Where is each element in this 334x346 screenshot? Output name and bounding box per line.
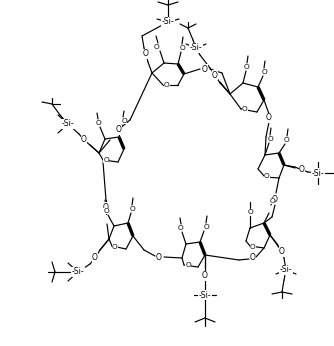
Text: O: O xyxy=(92,254,98,263)
Text: -Si-: -Si- xyxy=(62,119,74,128)
Text: O: O xyxy=(299,165,305,174)
Text: O: O xyxy=(267,136,273,142)
Text: O: O xyxy=(112,244,118,250)
Text: O: O xyxy=(212,71,218,80)
Text: O: O xyxy=(156,253,162,262)
Text: O: O xyxy=(116,126,122,135)
Text: -Si-: -Si- xyxy=(162,18,174,27)
Text: O: O xyxy=(261,69,267,75)
Text: O: O xyxy=(103,208,109,214)
Text: O: O xyxy=(202,272,208,281)
Text: O: O xyxy=(185,262,191,268)
Text: O: O xyxy=(250,254,256,263)
Text: -Si-: -Si- xyxy=(199,291,211,300)
Text: O: O xyxy=(121,118,127,124)
Text: O: O xyxy=(96,120,102,126)
Text: O: O xyxy=(264,173,270,179)
Text: O: O xyxy=(178,225,184,231)
Text: O: O xyxy=(242,106,248,112)
Text: O: O xyxy=(269,198,275,204)
Text: O: O xyxy=(244,64,250,70)
Text: O: O xyxy=(179,45,185,51)
Text: O: O xyxy=(266,113,272,122)
Text: O: O xyxy=(272,194,278,203)
Text: O: O xyxy=(279,247,285,256)
Text: O: O xyxy=(284,137,290,143)
Text: O: O xyxy=(154,44,160,50)
Text: O: O xyxy=(203,224,209,230)
Text: O: O xyxy=(103,202,109,211)
Text: O: O xyxy=(103,157,109,163)
Text: O: O xyxy=(250,244,256,250)
Text: O: O xyxy=(81,136,87,145)
Text: -Si-: -Si- xyxy=(312,169,324,177)
Text: -Si-: -Si- xyxy=(190,44,202,53)
Text: O: O xyxy=(143,49,149,58)
Text: O: O xyxy=(247,209,253,215)
Text: O: O xyxy=(202,64,208,73)
Text: O: O xyxy=(129,206,135,212)
Text: -Si-: -Si- xyxy=(280,265,292,274)
Text: -Si-: -Si- xyxy=(72,267,84,276)
Text: O: O xyxy=(164,82,170,88)
